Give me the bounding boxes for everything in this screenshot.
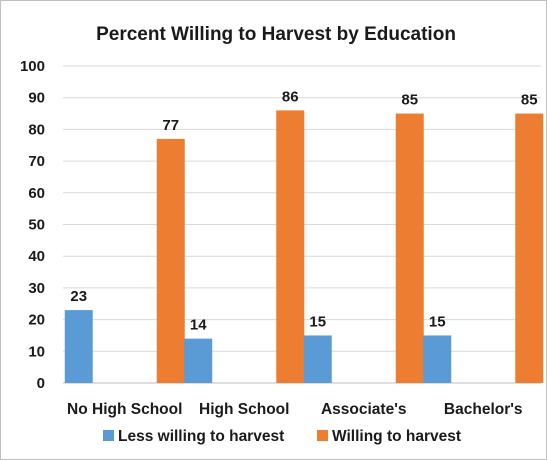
x-category-label: Bachelor's [444,401,523,418]
y-tick-label: 90 [28,90,45,107]
data-label: 77 [162,117,179,134]
x-category-label: Associate's [321,401,407,418]
y-tick-label: 70 [28,153,45,170]
x-axis-categories: No High School High School Associate's Bach… [67,401,523,418]
bar-willing-0 [156,138,185,383]
x-category-label: High School [199,401,289,418]
y-tick-label: 30 [28,280,45,297]
legend-swatch-1 [317,430,328,441]
y-tick-label: 100 [20,58,45,75]
y-tick-label: 40 [28,248,45,265]
bar-willing-3 [515,113,544,384]
bar-willing-2 [395,113,424,384]
bar-less-willing-1 [184,338,213,383]
y-tick-label: 80 [28,121,45,138]
y-axis-ticks: 0 10 20 30 40 50 60 70 80 90 100 [20,58,45,392]
bar-less-willing-2 [303,335,332,383]
data-label: 14 [190,317,207,334]
data-labels: 23 77 14 86 15 85 15 85 [70,88,537,333]
y-tick-label: 50 [28,217,45,234]
data-label: 15 [429,313,446,330]
bar-less-willing-0 [64,310,93,383]
x-category-label: No High School [67,401,182,418]
chart-title: Percent Willing to Harvest by Education [96,24,456,45]
bar-willing-1 [276,110,305,383]
data-label: 86 [282,88,299,105]
y-tick-label: 60 [28,185,45,202]
data-label: 85 [521,92,538,109]
y-tick-label: 20 [28,312,45,329]
data-label: 15 [309,313,326,330]
data-label: 23 [70,288,87,305]
y-tick-label: 0 [37,375,45,392]
legend: Less willing to harvest Willing to harves… [103,428,461,445]
legend-swatch-0 [103,430,114,441]
legend-label: Less willing to harvest [118,428,284,445]
data-label: 85 [401,92,418,109]
y-tick-label: 10 [28,343,45,360]
legend-label: Willing to harvest [332,428,461,445]
bars [64,110,544,384]
bar-less-willing-3 [423,335,452,383]
